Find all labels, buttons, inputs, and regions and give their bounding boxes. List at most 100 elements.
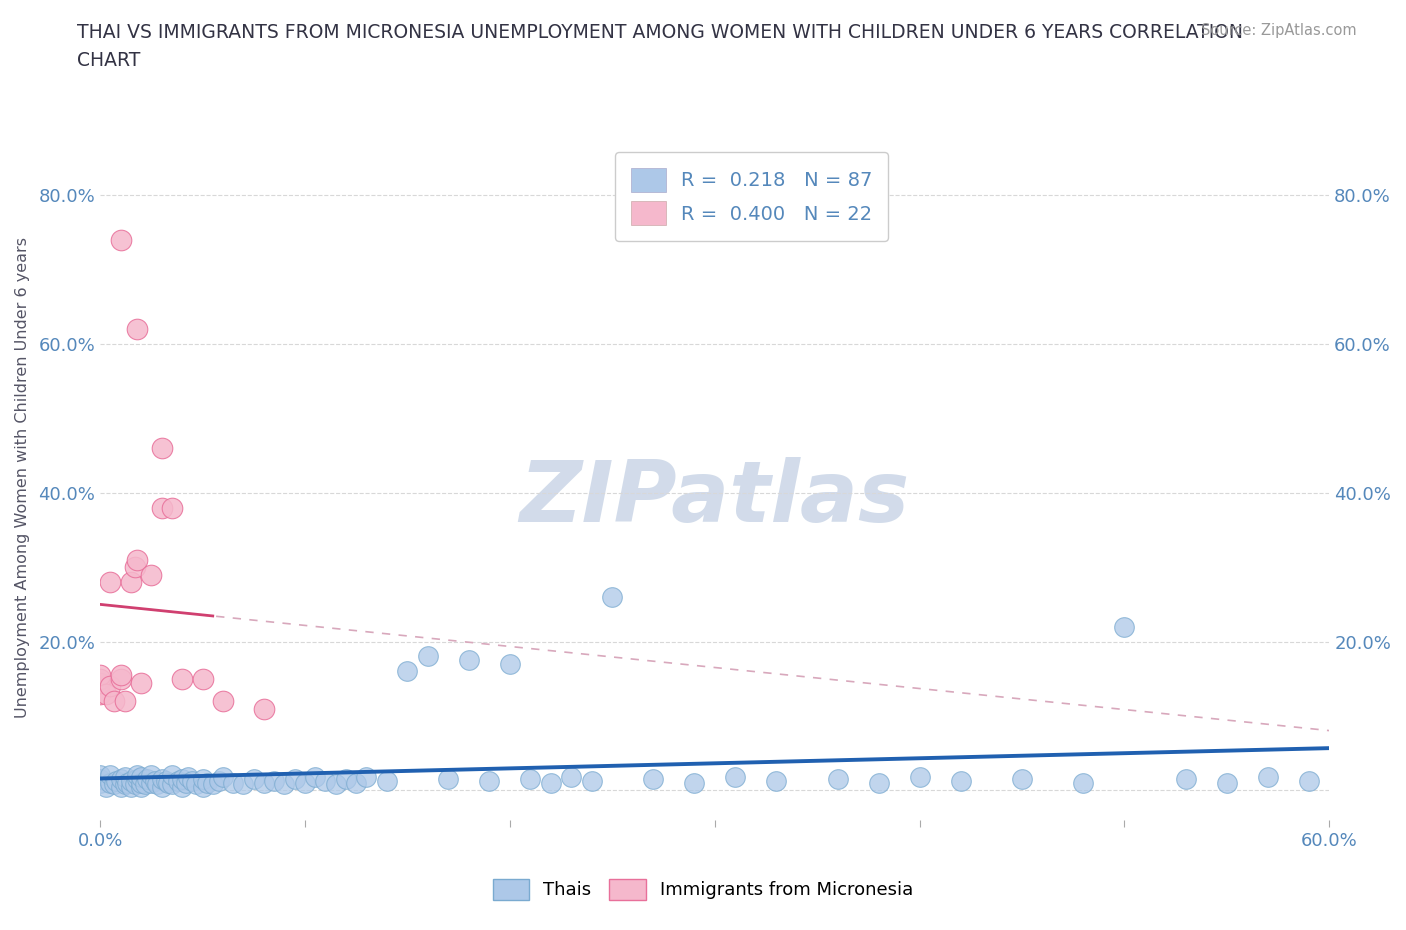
Y-axis label: Unemployment Among Women with Children Under 6 years: Unemployment Among Women with Children U… (15, 237, 30, 719)
Point (110, 232, 132, 247)
Point (136, 772, 159, 787)
Point (335, 772, 357, 787)
Point (177, 769, 200, 784)
Point (160, 500, 183, 515)
Point (827, 772, 849, 787)
Point (141, 776, 163, 790)
Point (129, 779, 152, 794)
Point (98, 575, 121, 590)
Point (103, 777, 125, 791)
Point (765, 774, 787, 789)
Point (294, 776, 316, 790)
Point (242, 772, 264, 787)
Point (129, 776, 152, 790)
Point (560, 769, 582, 784)
Point (457, 653, 479, 668)
Text: Source: ZipAtlas.com: Source: ZipAtlas.com (1201, 23, 1357, 38)
Point (129, 675, 152, 690)
Point (167, 774, 190, 789)
Point (160, 777, 183, 791)
Point (150, 772, 173, 787)
Point (124, 560, 146, 575)
Point (170, 671, 193, 686)
Point (222, 776, 245, 790)
Point (208, 774, 231, 789)
Point (89, 686, 111, 701)
Point (356, 769, 378, 784)
Point (396, 664, 419, 679)
Point (98, 776, 121, 790)
Point (284, 772, 307, 787)
Point (155, 774, 177, 789)
Point (150, 500, 173, 515)
Point (195, 776, 218, 790)
Point (868, 776, 890, 790)
Point (181, 774, 204, 789)
Point (120, 575, 142, 590)
Point (375, 774, 398, 789)
Point (110, 772, 132, 787)
Point (581, 774, 603, 789)
Point (125, 768, 148, 783)
Point (263, 774, 285, 789)
Point (1073, 776, 1095, 790)
Point (1114, 619, 1136, 634)
Point (98, 768, 121, 783)
Point (344, 776, 367, 790)
Point (478, 774, 501, 789)
Point (908, 769, 931, 784)
Point (949, 774, 972, 789)
Point (232, 777, 254, 791)
Point (125, 322, 148, 337)
Point (125, 772, 148, 787)
Point (160, 768, 183, 783)
Point (105, 774, 128, 789)
Point (186, 777, 208, 791)
Point (1174, 772, 1197, 787)
Point (519, 772, 541, 787)
Point (314, 774, 336, 789)
Point (499, 657, 522, 671)
Point (120, 779, 142, 794)
Point (724, 769, 747, 784)
Point (1011, 772, 1033, 787)
Point (89, 772, 111, 787)
Point (89, 668, 111, 683)
Point (683, 776, 706, 790)
Point (191, 671, 214, 686)
Point (1257, 769, 1279, 784)
Point (114, 777, 136, 791)
Point (110, 779, 132, 794)
Text: ZIPatlas: ZIPatlas (520, 457, 910, 540)
Point (96, 779, 118, 794)
Point (170, 772, 193, 787)
Point (201, 777, 224, 791)
Point (1298, 774, 1320, 789)
Point (304, 769, 326, 784)
Point (170, 779, 193, 794)
Point (1216, 776, 1239, 790)
Point (129, 769, 152, 784)
Point (212, 769, 235, 784)
Point (540, 776, 562, 790)
Point (103, 694, 125, 709)
Point (134, 777, 156, 791)
Point (150, 441, 173, 456)
Point (643, 772, 665, 787)
Point (115, 776, 138, 790)
Point (156, 776, 179, 790)
Point (145, 774, 167, 789)
Point (150, 779, 173, 794)
Point (325, 777, 347, 791)
Point (125, 552, 148, 567)
Point (273, 777, 295, 791)
Point (600, 590, 623, 604)
Point (253, 776, 276, 790)
Point (191, 772, 214, 787)
Point (141, 768, 163, 783)
Point (89, 768, 111, 783)
Point (141, 567, 163, 582)
Text: THAI VS IMMIGRANTS FROM MICRONESIA UNEMPLOYMENT AMONG WOMEN WITH CHILDREN UNDER : THAI VS IMMIGRANTS FROM MICRONESIA UNEMP… (77, 23, 1243, 71)
Point (120, 774, 142, 789)
Point (416, 649, 439, 664)
